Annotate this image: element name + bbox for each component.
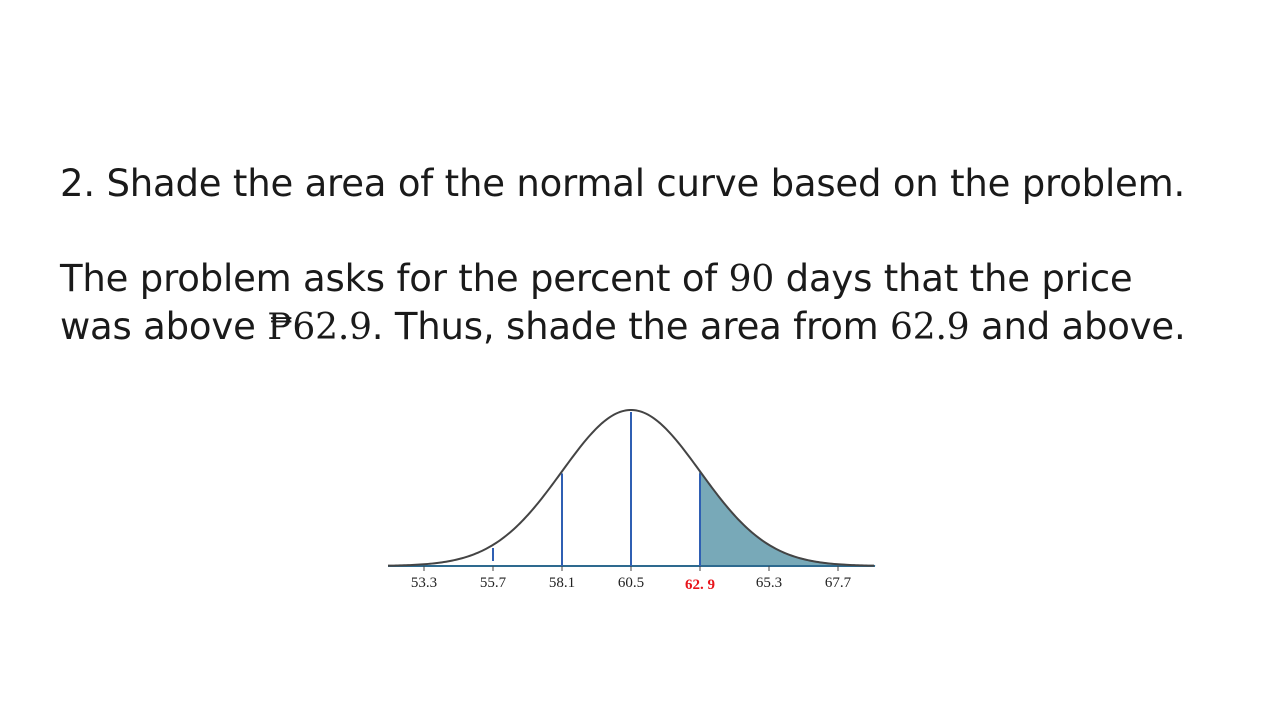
shade-start-value: 62.9 xyxy=(890,307,970,348)
line2-after: and above. xyxy=(969,305,1186,348)
problem-line-2: was above ₱62.9. Thus, shade the area fr… xyxy=(60,303,1240,351)
tick-marks xyxy=(423,566,839,571)
tick-label: 55.7 xyxy=(480,575,507,591)
line1-after: days that the price xyxy=(774,257,1133,300)
heading: 2. Shade the area of the normal curve ba… xyxy=(60,162,1186,205)
problem-text: 2. Shade the area of the normal curve ba… xyxy=(60,160,1240,351)
tick-label: 53.3 xyxy=(411,575,437,591)
line2-middle: . Thus, shade the area from xyxy=(371,305,891,348)
tick-label: 58.1 xyxy=(549,575,575,591)
tick-label: 62. 9 xyxy=(685,577,715,593)
normal-curve xyxy=(387,409,875,567)
tick-labels: 53.3 55.7 58.1 60.5 62. 9 65.3 67.7 xyxy=(411,575,852,593)
problem-line-1: The problem asks for the percent of 90 d… xyxy=(60,255,1240,303)
price-value: ₱62.9 xyxy=(267,307,372,348)
days-value: 90 xyxy=(728,259,775,300)
divider-lines xyxy=(492,412,701,566)
line2-before: was above xyxy=(60,305,268,348)
tick-label: 67.7 xyxy=(825,575,852,591)
line1-before: The problem asks for the percent of xyxy=(60,257,729,300)
tick-label: 65.3 xyxy=(756,575,782,591)
tick-label: 60.5 xyxy=(618,575,644,591)
shaded-area xyxy=(699,469,876,567)
